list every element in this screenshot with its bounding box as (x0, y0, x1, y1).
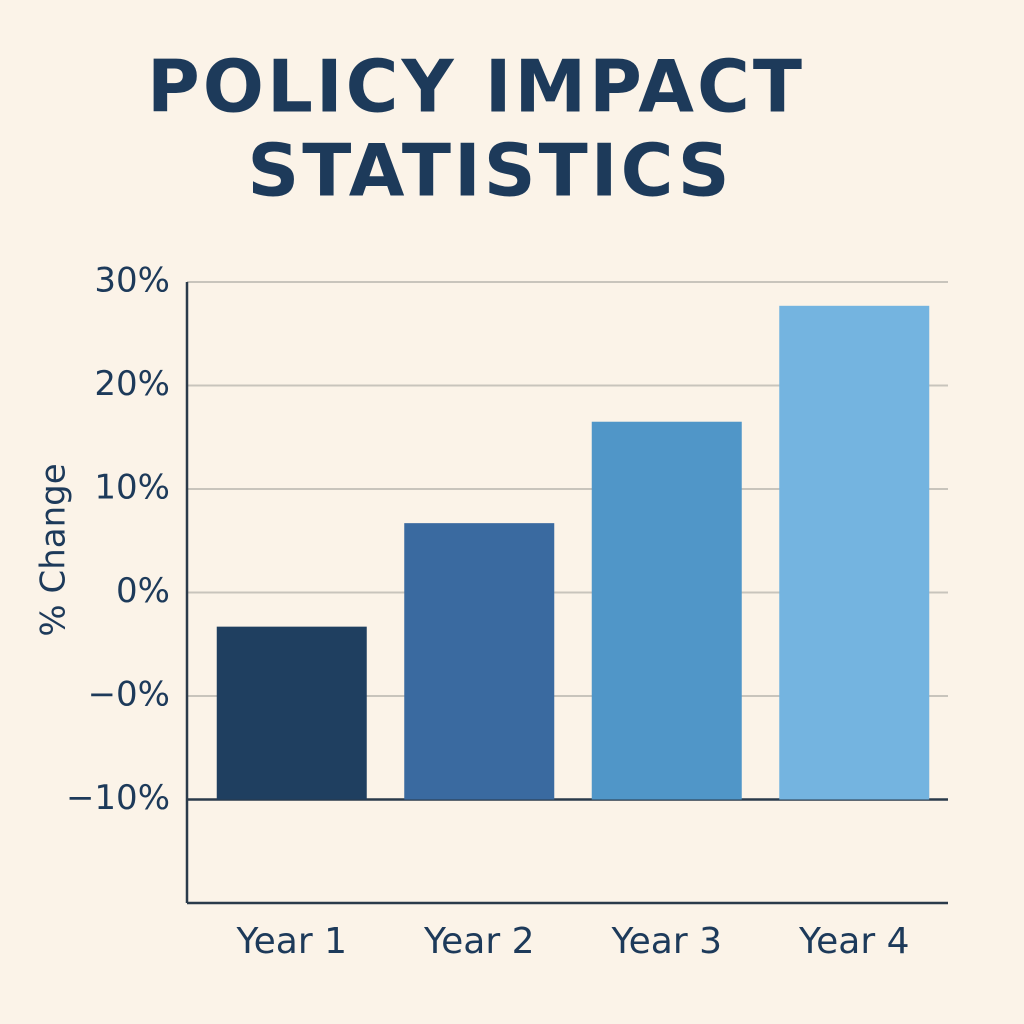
y-tick-label: 20% (94, 364, 170, 404)
x-tick-label: Year 2 (423, 921, 535, 962)
x-tick-label: Year 4 (798, 921, 910, 962)
chart-title: POLICY IMPACT (147, 45, 805, 129)
y-tick-label: 10% (94, 468, 170, 508)
y-axis-label: % Change (34, 463, 74, 636)
bar (404, 523, 555, 800)
x-tick-label: Year 3 (610, 921, 722, 962)
bar (591, 421, 742, 800)
bar (216, 626, 367, 800)
bar (779, 305, 930, 800)
y-tick-label: −10% (66, 778, 170, 818)
y-tick-label: 0% (116, 571, 170, 611)
chart-title: STATISTICS (247, 129, 732, 213)
y-tick-label: −0% (88, 675, 170, 715)
y-tick-label: 30% (94, 261, 170, 301)
x-tick-label: Year 1 (235, 921, 347, 962)
